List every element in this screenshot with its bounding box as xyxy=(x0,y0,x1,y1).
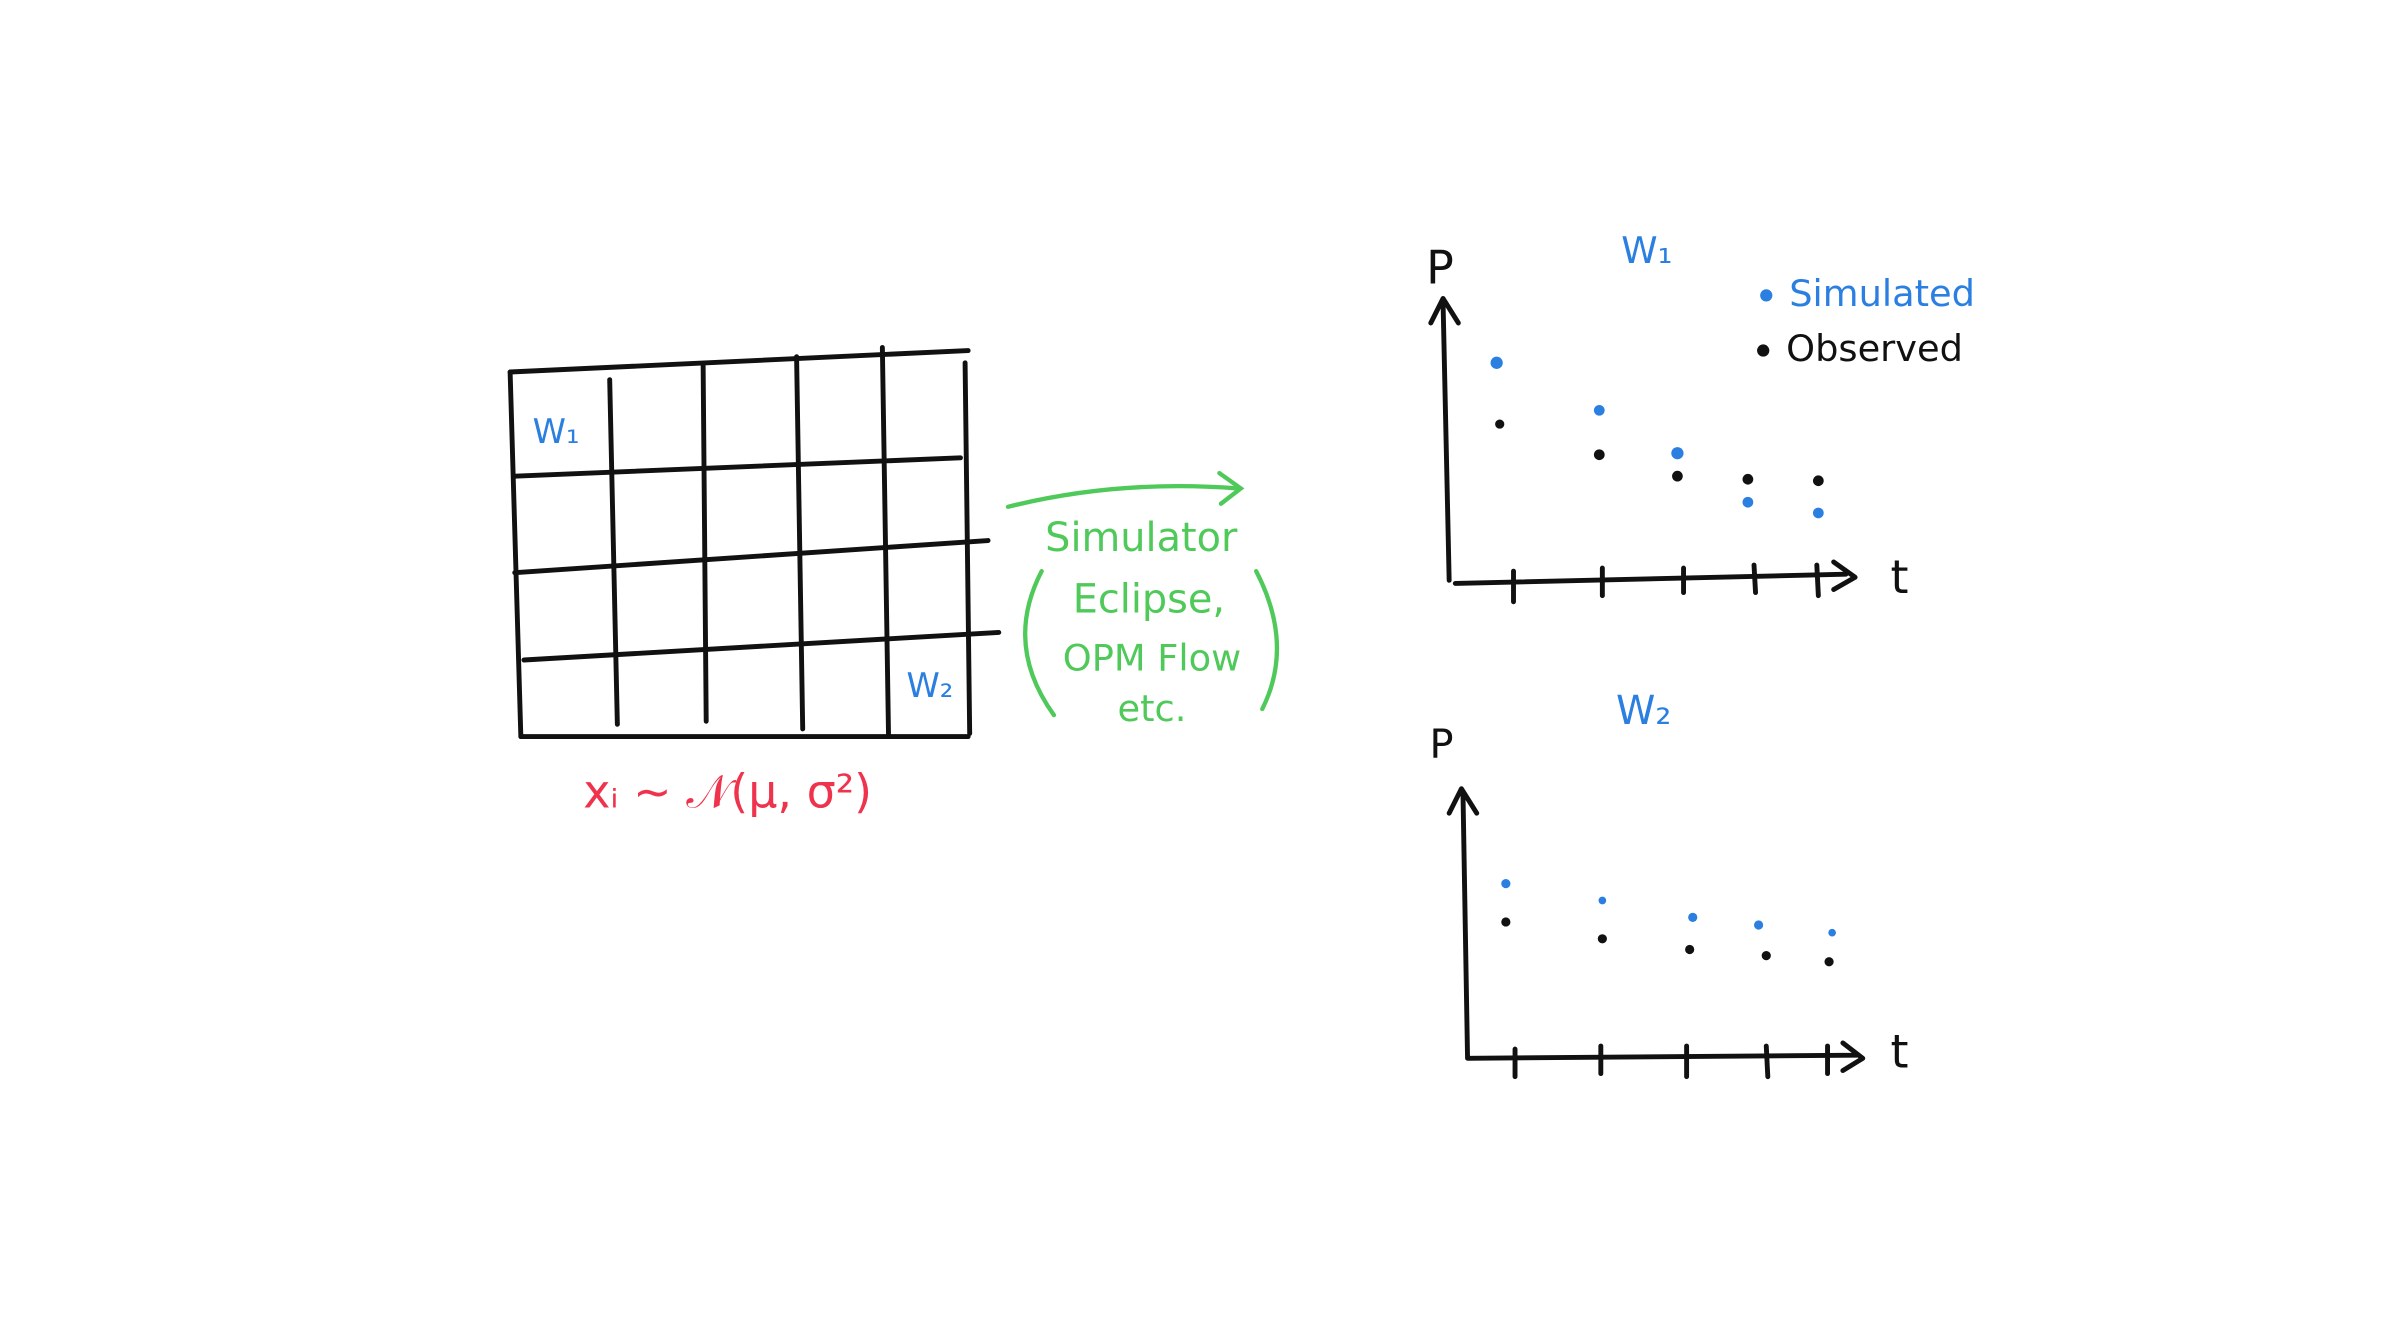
distribution-caption: xᵢ ~ 𝒩(μ, σ²) xyxy=(583,764,872,818)
legend-entry: Observed xyxy=(1786,327,1963,370)
well-label: W₂ xyxy=(906,666,953,705)
axis-label: t xyxy=(1891,1025,1909,1079)
axis-label: P xyxy=(1426,240,1454,294)
legend-entry: Simulated xyxy=(1789,272,1975,315)
simulator-line: Simulator xyxy=(1045,515,1238,561)
data-points xyxy=(1490,356,1824,519)
chart-title: W₁ xyxy=(1621,229,1672,272)
simulator-line: OPM Flow xyxy=(1063,637,1241,680)
chart-title: W₂ xyxy=(1616,688,1671,734)
simulator-line: Eclipse, xyxy=(1073,576,1225,622)
chart-axes xyxy=(1446,786,1866,1080)
legend-marker xyxy=(1760,289,1773,302)
axis-label: P xyxy=(1429,722,1453,768)
reservoir-grid xyxy=(507,345,1002,740)
chart-axes xyxy=(1428,296,1858,605)
parentheses xyxy=(1023,569,1280,718)
arrow xyxy=(1005,470,1245,509)
data-points xyxy=(1501,879,1836,967)
axis-label: t xyxy=(1891,550,1909,604)
legend-marker xyxy=(1757,344,1770,357)
simulator-line: etc. xyxy=(1118,687,1187,730)
well-label: W₁ xyxy=(533,412,580,451)
